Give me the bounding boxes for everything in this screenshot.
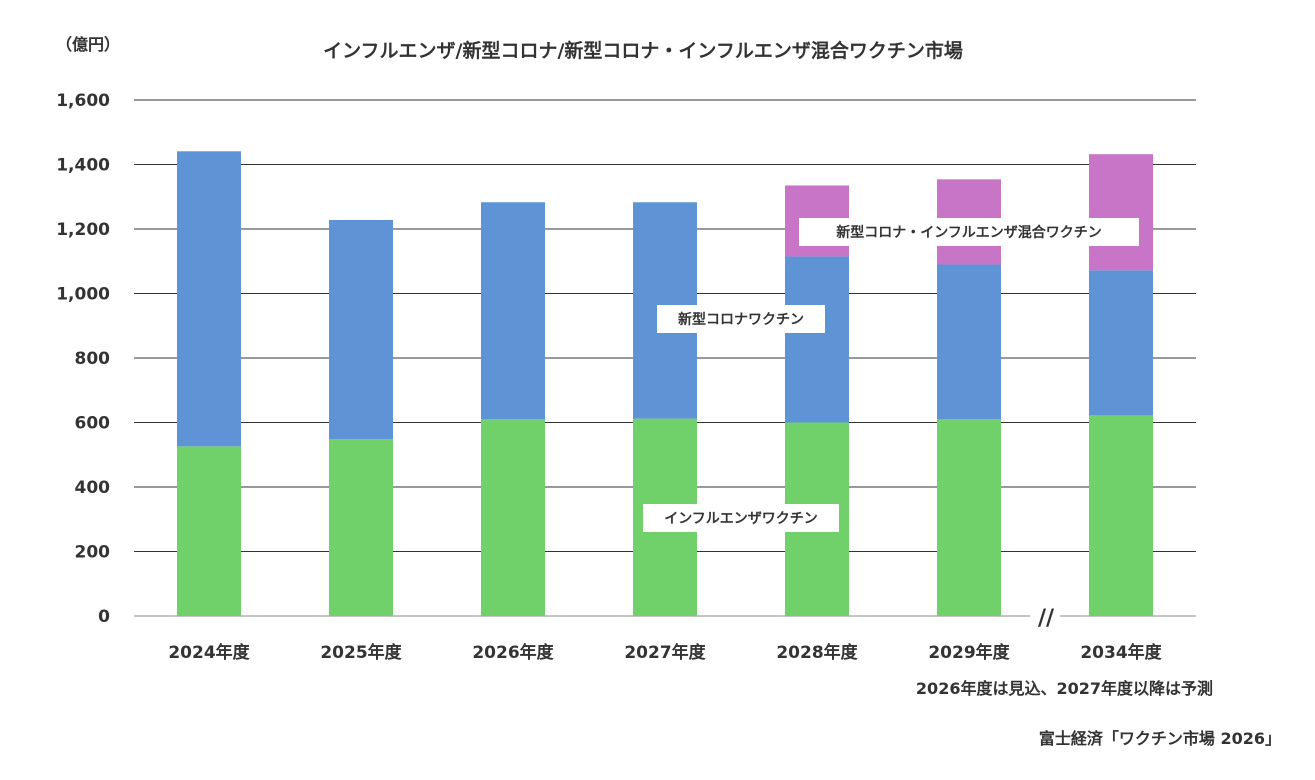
x-tick-label: 2028年度 — [776, 642, 858, 663]
bar-segment-series-0-1 — [329, 439, 393, 616]
series-label-2: 新型コロナ・インフルエンザ混合ワクチン — [836, 224, 1102, 241]
y-tick-label: 800 — [75, 349, 111, 369]
source-note: 富士経済「ワクチン市場 2026」 — [1039, 729, 1281, 748]
y-axis-ticks: 0 200 400 600 800 1,000 1,200 1,400 1,600 — [56, 91, 110, 627]
bar-segment-series-1-1 — [329, 219, 393, 440]
y-tick-label: 1,400 — [56, 156, 110, 176]
y-axis-unit-label: （億円） — [56, 35, 120, 54]
axis-break-marker: // — [1038, 606, 1055, 631]
bar-segment-series-1-5 — [937, 264, 1001, 420]
axis-break-gap — [1030, 612, 1060, 620]
bar-segment-series-0-0 — [177, 446, 241, 616]
x-tick-label: 2034年度 — [1080, 642, 1162, 663]
x-tick-label: 2025年度 — [320, 642, 402, 663]
chart-title: インフルエンザ/新型コロナ/新型コロナ・インフルエンザ混合ワクチン市場 — [323, 39, 963, 62]
y-tick-label: 0 — [98, 607, 110, 627]
bar-segment-series-1-4 — [785, 256, 849, 423]
x-tick-label: 2024年度 — [168, 642, 250, 663]
x-tick-label: 2029年度 — [928, 642, 1010, 663]
x-tick-label: 2027年度 — [624, 642, 706, 663]
series-label-bg — [643, 504, 839, 532]
series-label-0: インフルエンザワクチン — [664, 511, 818, 527]
series-label-1: 新型コロナワクチン — [678, 311, 804, 328]
bars — [177, 151, 1153, 616]
bar-segment-series-1-0 — [177, 151, 241, 447]
bar-segment-series-0-2 — [481, 419, 545, 616]
y-tick-label: 1,600 — [56, 91, 110, 111]
forecast-note: 2026年度は見込、2027年度以降は予測 — [916, 679, 1213, 698]
y-tick-label: 1,000 — [56, 285, 110, 305]
series-label-bg — [799, 218, 1139, 246]
bar-segment-series-0-5 — [937, 419, 1001, 616]
x-tick-label: 2026年度 — [472, 642, 554, 663]
bar-segment-series-1-2 — [481, 202, 545, 420]
bar-segment-series-2-6 — [1089, 154, 1153, 271]
bar-segment-series-1-6 — [1089, 270, 1153, 416]
series-label-bg — [657, 305, 825, 333]
bar-segment-series-0-6 — [1089, 415, 1153, 616]
y-tick-label: 400 — [75, 478, 111, 498]
y-tick-label: 1,200 — [56, 220, 110, 240]
y-tick-label: 200 — [75, 543, 111, 563]
y-tick-label: 600 — [75, 414, 111, 434]
x-axis-ticks: 2024年度 2025年度 2026年度 2027年度 2028年度 2029年度 2034… — [168, 642, 1162, 663]
